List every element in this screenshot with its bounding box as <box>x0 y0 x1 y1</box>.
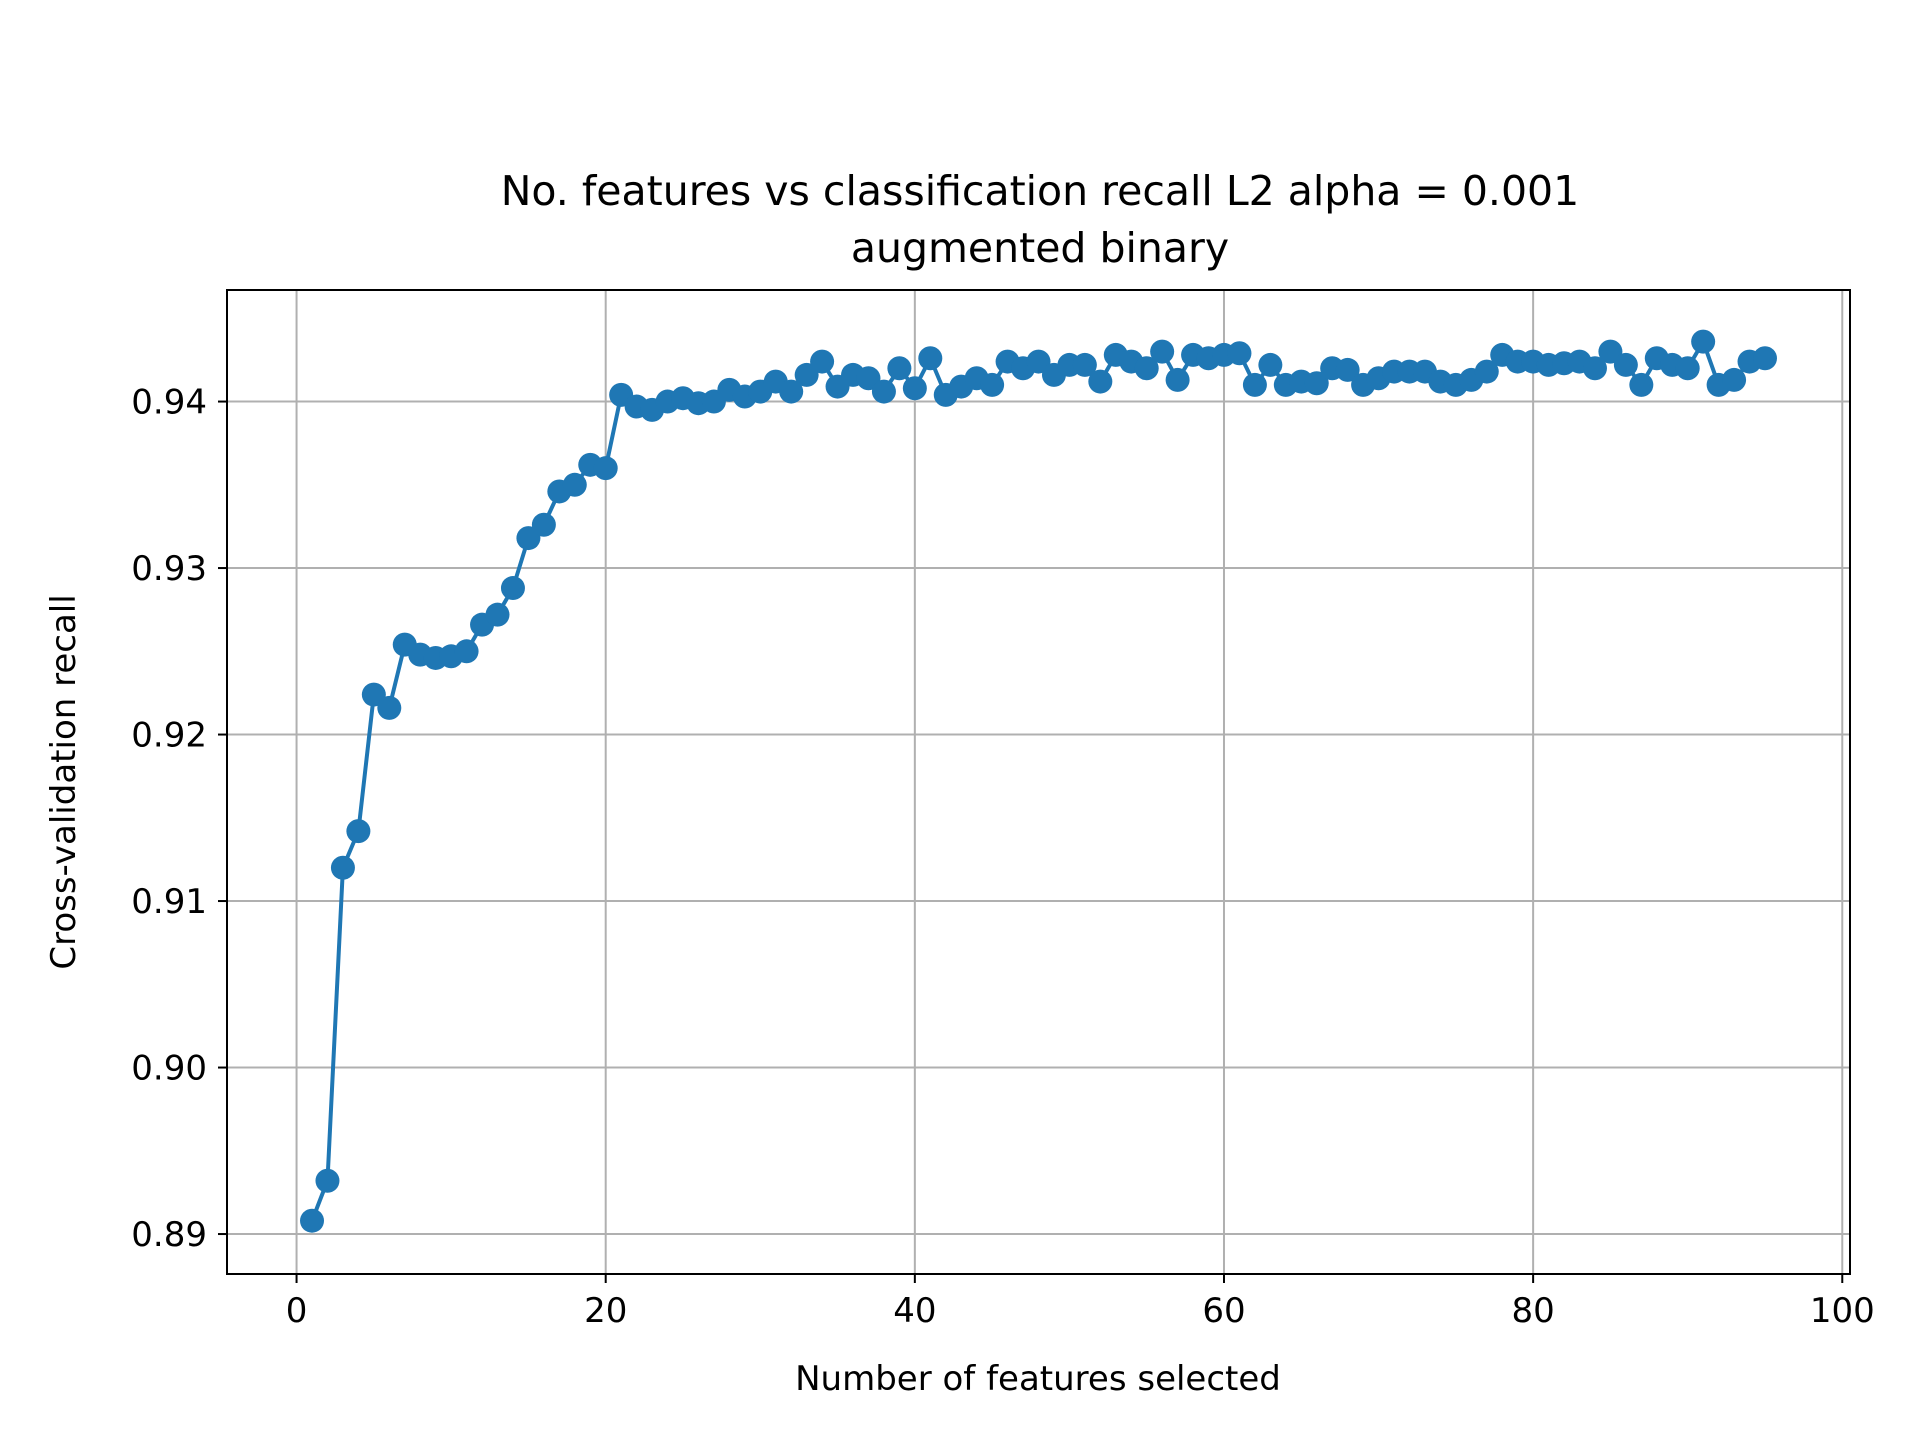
y-tick-label: 0.92 <box>131 716 207 756</box>
data-point <box>1072 352 1097 377</box>
data-point <box>1722 367 1747 392</box>
data-point <box>1134 356 1159 381</box>
y-tick-label: 0.91 <box>131 882 207 922</box>
data-point <box>1227 341 1252 366</box>
data-point <box>918 346 943 371</box>
data-point <box>330 855 355 880</box>
data-point <box>593 456 618 481</box>
data-point <box>1752 346 1777 371</box>
data-point <box>1242 372 1267 397</box>
data-point <box>871 379 896 404</box>
data-point <box>1150 339 1175 364</box>
data-point <box>346 819 371 844</box>
data-point <box>500 576 525 601</box>
chart-subtitle: augmented binary <box>851 224 1229 272</box>
data-point <box>1613 352 1638 377</box>
y-tick-label: 0.93 <box>131 549 207 589</box>
data-point <box>980 372 1005 397</box>
x-tick-label: 100 <box>1810 1291 1875 1331</box>
chart-title: No. features vs classification recall L2… <box>501 167 1579 215</box>
data-point <box>1629 372 1654 397</box>
x-tick-label: 0 <box>286 1291 308 1331</box>
data-point <box>1691 329 1716 354</box>
data-point <box>1582 356 1607 381</box>
data-point <box>485 602 510 627</box>
y-axis-label: Cross-validation recall <box>44 594 84 969</box>
data-point <box>1165 367 1190 392</box>
x-tick-label: 40 <box>893 1291 936 1331</box>
data-point <box>779 379 804 404</box>
data-point <box>1474 359 1499 384</box>
data-point <box>454 639 479 664</box>
data-point <box>300 1208 325 1233</box>
data-point <box>315 1168 340 1193</box>
data-point <box>902 376 927 401</box>
grid <box>227 290 1850 1274</box>
x-axis-label: Number of features selected <box>795 1359 1281 1399</box>
y-tick-label: 0.89 <box>131 1215 207 1255</box>
plot-area-frame <box>226 289 1851 1275</box>
x-tick-label: 60 <box>1202 1291 1245 1331</box>
data-point <box>1335 357 1360 382</box>
x-tick-label: 20 <box>584 1291 627 1331</box>
data-point <box>1258 352 1283 377</box>
data-point <box>1675 356 1700 381</box>
data-point <box>562 472 587 497</box>
data-point <box>377 695 402 720</box>
data-point <box>1304 371 1329 396</box>
axis-ticks: 0 20 40 60 80 100 0.89 0.90 0.91 0.92 0.93 0.94 <box>131 383 1874 1331</box>
y-tick-label: 0.90 <box>131 1049 207 1089</box>
data-point <box>887 356 912 381</box>
data-point <box>1088 369 1113 394</box>
data-point <box>810 349 835 374</box>
x-tick-label: 80 <box>1511 1291 1554 1331</box>
data-series <box>300 329 1777 1233</box>
y-tick-label: 0.94 <box>131 383 207 423</box>
data-point <box>531 512 556 537</box>
